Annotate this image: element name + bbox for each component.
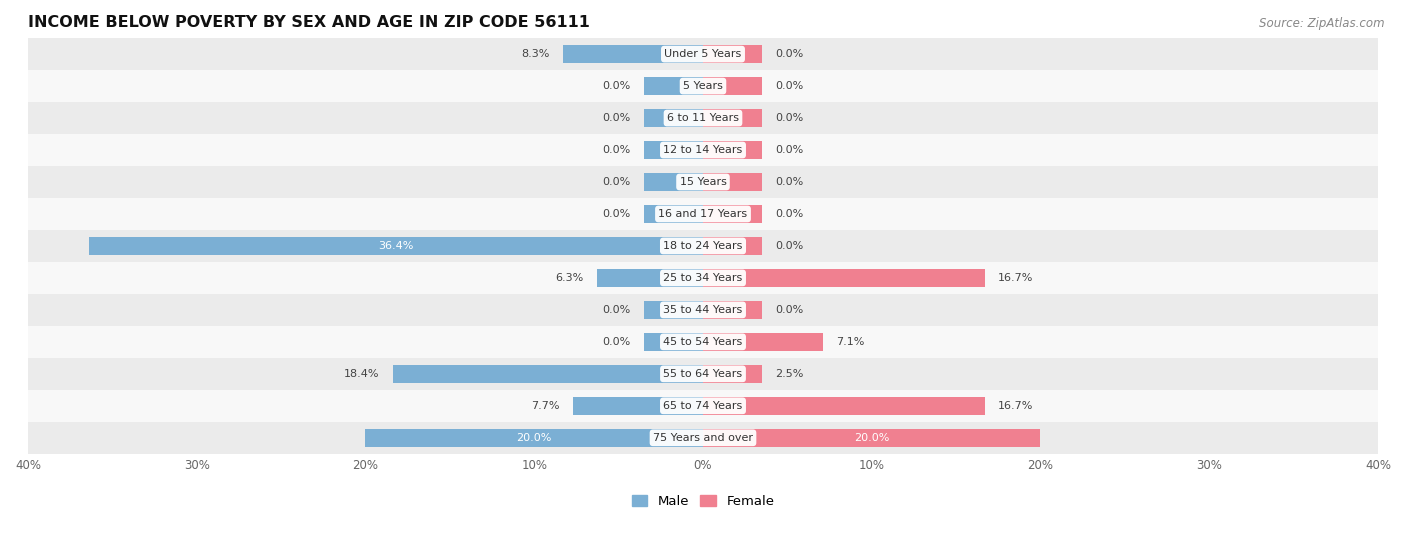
Text: 20.0%: 20.0%: [516, 433, 553, 443]
Text: 8.3%: 8.3%: [522, 49, 550, 59]
Bar: [644, 301, 703, 319]
Bar: [392, 364, 703, 383]
Bar: [28, 358, 1378, 390]
Text: 0.0%: 0.0%: [602, 177, 630, 187]
Bar: [703, 396, 984, 415]
Bar: [28, 70, 1378, 102]
Bar: [89, 236, 703, 255]
Text: 0.0%: 0.0%: [602, 209, 630, 219]
Legend: Male, Female: Male, Female: [626, 490, 780, 514]
Text: 0.0%: 0.0%: [776, 209, 804, 219]
Bar: [703, 364, 762, 383]
Text: 7.1%: 7.1%: [837, 337, 865, 347]
Bar: [562, 45, 703, 63]
Text: 6 to 11 Years: 6 to 11 Years: [666, 113, 740, 123]
Bar: [28, 262, 1378, 294]
Text: 6.3%: 6.3%: [555, 273, 583, 283]
Text: 5 Years: 5 Years: [683, 81, 723, 91]
Bar: [703, 429, 1040, 447]
Bar: [28, 38, 1378, 70]
Bar: [644, 333, 703, 351]
Bar: [644, 141, 703, 159]
Bar: [703, 109, 762, 127]
Text: 0.0%: 0.0%: [776, 241, 804, 251]
Text: 0.0%: 0.0%: [776, 81, 804, 91]
Text: 25 to 34 Years: 25 to 34 Years: [664, 273, 742, 283]
Text: 0.0%: 0.0%: [776, 49, 804, 59]
Text: 0.0%: 0.0%: [776, 177, 804, 187]
Text: 0.0%: 0.0%: [602, 145, 630, 155]
Bar: [596, 269, 703, 287]
Text: Under 5 Years: Under 5 Years: [665, 49, 741, 59]
Text: 75 Years and over: 75 Years and over: [652, 433, 754, 443]
Text: 16.7%: 16.7%: [998, 401, 1033, 411]
Bar: [703, 301, 762, 319]
Bar: [644, 173, 703, 191]
Text: 0.0%: 0.0%: [776, 305, 804, 315]
Text: 20.0%: 20.0%: [853, 433, 890, 443]
Bar: [703, 236, 762, 255]
Text: Source: ZipAtlas.com: Source: ZipAtlas.com: [1260, 17, 1385, 30]
Text: 18 to 24 Years: 18 to 24 Years: [664, 241, 742, 251]
Text: 18.4%: 18.4%: [343, 369, 380, 379]
Text: 2.5%: 2.5%: [776, 369, 804, 379]
Text: 16.7%: 16.7%: [998, 273, 1033, 283]
Bar: [28, 390, 1378, 422]
Text: 36.4%: 36.4%: [378, 241, 413, 251]
Bar: [644, 205, 703, 223]
Text: 0.0%: 0.0%: [602, 305, 630, 315]
Text: 45 to 54 Years: 45 to 54 Years: [664, 337, 742, 347]
Bar: [28, 230, 1378, 262]
Bar: [703, 77, 762, 96]
Bar: [28, 294, 1378, 326]
Bar: [28, 326, 1378, 358]
Bar: [644, 77, 703, 96]
Bar: [703, 173, 762, 191]
Text: 15 Years: 15 Years: [679, 177, 727, 187]
Text: 0.0%: 0.0%: [602, 113, 630, 123]
Text: 0.0%: 0.0%: [602, 337, 630, 347]
Bar: [28, 198, 1378, 230]
Text: INCOME BELOW POVERTY BY SEX AND AGE IN ZIP CODE 56111: INCOME BELOW POVERTY BY SEX AND AGE IN Z…: [28, 15, 591, 30]
Bar: [703, 269, 984, 287]
Bar: [644, 109, 703, 127]
Bar: [703, 205, 762, 223]
Text: 7.7%: 7.7%: [531, 401, 560, 411]
Bar: [28, 166, 1378, 198]
Text: 55 to 64 Years: 55 to 64 Years: [664, 369, 742, 379]
Bar: [28, 422, 1378, 454]
Text: 0.0%: 0.0%: [776, 113, 804, 123]
Bar: [574, 396, 703, 415]
Text: 0.0%: 0.0%: [776, 145, 804, 155]
Bar: [366, 429, 703, 447]
Bar: [28, 102, 1378, 134]
Text: 35 to 44 Years: 35 to 44 Years: [664, 305, 742, 315]
Bar: [28, 134, 1378, 166]
Text: 65 to 74 Years: 65 to 74 Years: [664, 401, 742, 411]
Text: 0.0%: 0.0%: [602, 81, 630, 91]
Text: 16 and 17 Years: 16 and 17 Years: [658, 209, 748, 219]
Text: 12 to 14 Years: 12 to 14 Years: [664, 145, 742, 155]
Bar: [703, 45, 762, 63]
Bar: [703, 333, 823, 351]
Bar: [703, 141, 762, 159]
